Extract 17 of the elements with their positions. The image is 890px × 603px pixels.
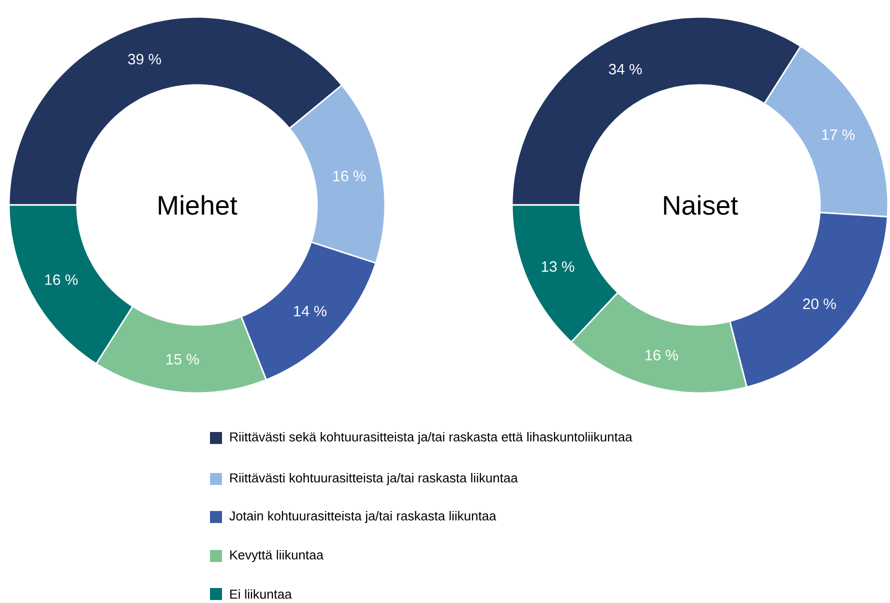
data-label: 16 % xyxy=(646,350,678,360)
legend-label: Riittävästi kohtuurasitteista ja/tai raskasta liikuntaa xyxy=(230,472,518,486)
legend-label: Kevyttä liikuntaa xyxy=(230,550,324,562)
legend-label: Riittävästi sekä kohtuurasitteista ja/tai raskasta että lihaskuntoliikuntaa xyxy=(230,432,632,444)
data-label: 16 % xyxy=(333,170,366,182)
data-label: 13 % xyxy=(542,261,574,272)
data-label: 17 % xyxy=(822,129,855,140)
data-label: 16 % xyxy=(45,274,78,285)
legend-label: Ei liikuntaa xyxy=(230,589,292,599)
data-label: 14 % xyxy=(294,306,326,316)
data-label: 15 % xyxy=(166,354,199,365)
slice-label: Naiset xyxy=(664,195,738,215)
data-label: 20 % xyxy=(803,298,836,310)
data-label: 34 % xyxy=(608,64,642,74)
slice-label: Miehet xyxy=(158,195,238,215)
legend-label: Jotain kohtuurasitteista ja/tai raskasta liikuntaa xyxy=(229,510,496,524)
data-label: 39 % xyxy=(128,54,161,64)
